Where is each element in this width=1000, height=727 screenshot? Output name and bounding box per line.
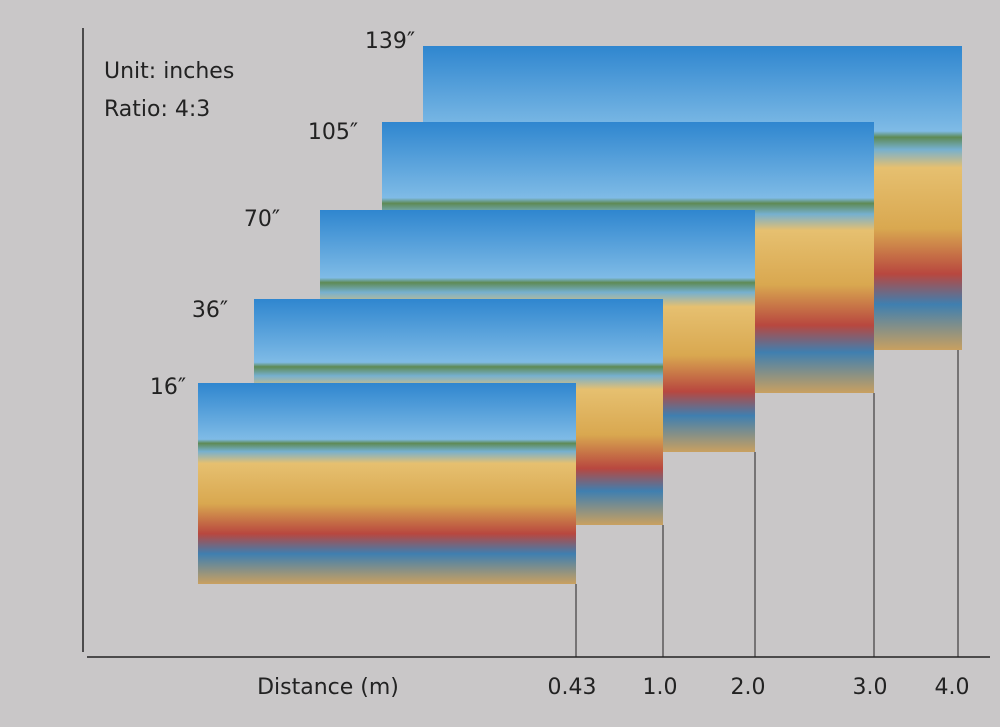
size-label: 36″: [192, 298, 228, 323]
distance-label: 2.0: [731, 675, 766, 700]
distance-label: 1.0: [643, 675, 678, 700]
size-label: 139″: [365, 29, 415, 54]
distance-label: 0.43: [548, 675, 597, 700]
unit-label: Unit: inches: [104, 59, 234, 84]
screen-image: [198, 383, 576, 584]
ratio-label: Ratio: 4:3: [104, 97, 210, 122]
size-label: 70″: [244, 207, 280, 232]
size-label: 105″: [308, 120, 358, 145]
x-axis-label: Distance (m): [257, 675, 399, 700]
distance-label: 4.0: [935, 675, 970, 700]
distance-label: 3.0: [853, 675, 888, 700]
size-label: 16″: [150, 375, 186, 400]
